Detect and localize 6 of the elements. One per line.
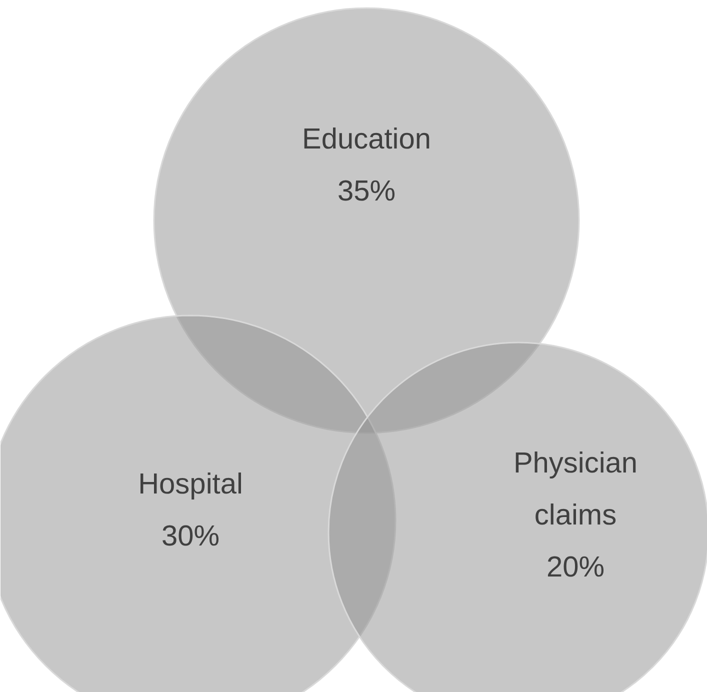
category-label: Physician claims: [513, 448, 638, 532]
category-label: Hospital: [138, 468, 243, 500]
category-label: Education: [302, 124, 432, 156]
data-label: 35%: [337, 176, 396, 208]
data-label: 20%: [546, 552, 605, 584]
data-label: 30%: [161, 520, 220, 552]
